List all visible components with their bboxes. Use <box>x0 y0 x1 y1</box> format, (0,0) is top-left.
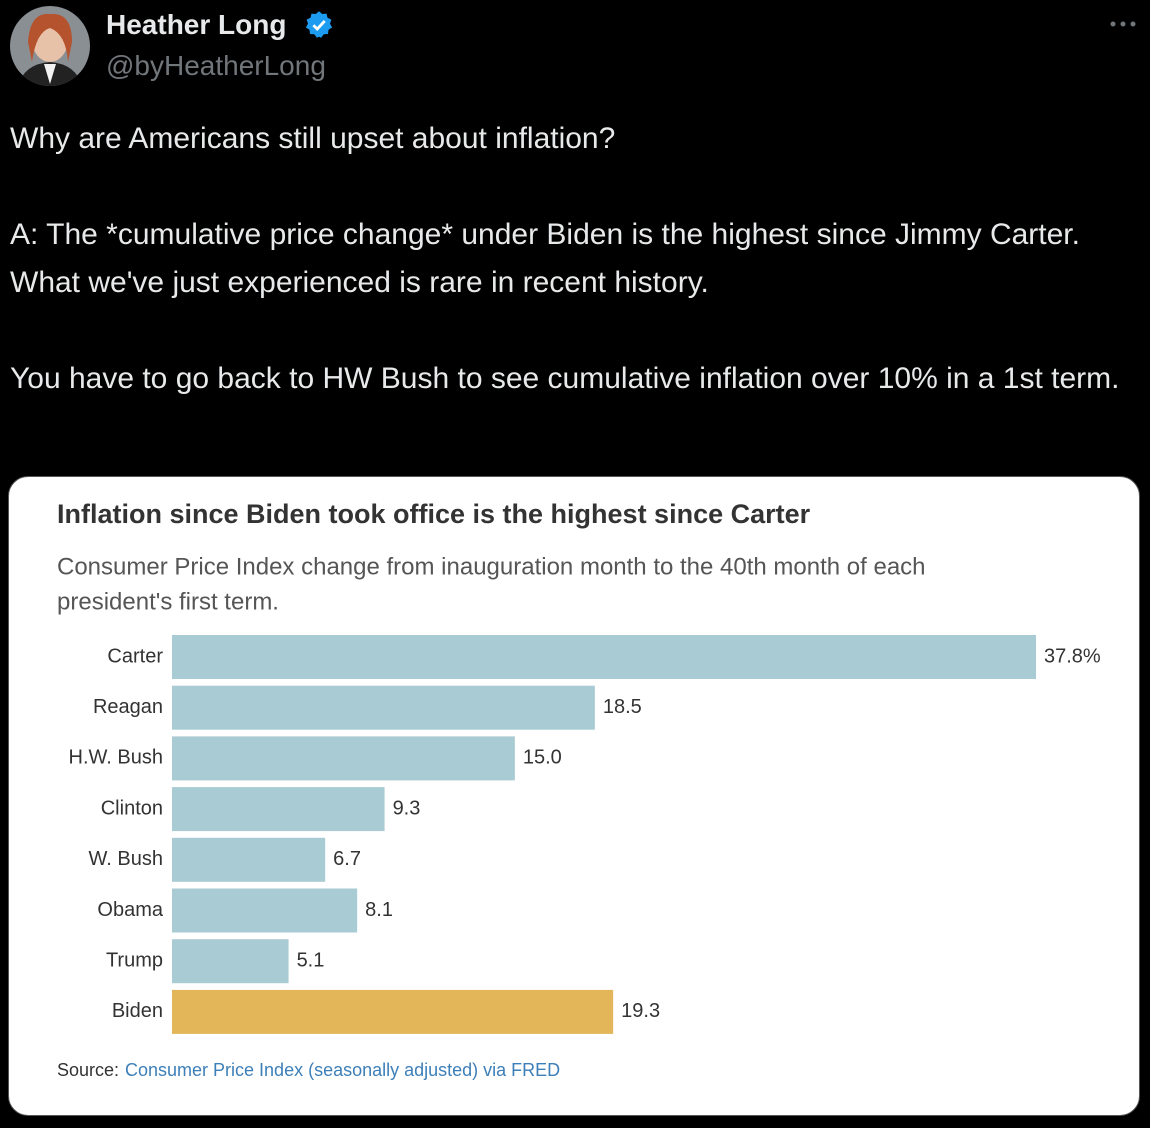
avatar[interactable] <box>10 6 90 86</box>
bar <box>172 685 595 730</box>
y-tick-label: Obama <box>97 899 163 921</box>
bar <box>172 635 1036 679</box>
chart-subtitle: president's first term. <box>57 588 279 615</box>
y-tick-label: W. Bush <box>89 848 163 870</box>
value-label: 6.7 <box>333 848 361 870</box>
tweet-paragraph: Why are Americans still upset about infl… <box>10 122 616 155</box>
chart: Inflation since Biden took office is the… <box>57 499 1101 1080</box>
author-handle[interactable]: @byHeatherLong <box>106 50 326 81</box>
tweet-paragraph: You have to go back to HW Bush to see cu… <box>10 362 1120 395</box>
value-label: 19.3 <box>621 1000 660 1022</box>
y-tick-label: Biden <box>112 1000 163 1022</box>
bar <box>172 787 385 832</box>
tweet-paragraph: A: The *cumulative price change* under B… <box>10 218 1080 299</box>
tweet-text: Why are Americans still upset about infl… <box>10 115 1145 451</box>
chart-title: Inflation since Biden took office is the… <box>57 499 811 529</box>
chart-card[interactable]: Inflation since Biden took office is the… <box>8 476 1140 1116</box>
more-menu[interactable] <box>1108 14 1138 34</box>
verified-badge <box>305 11 333 38</box>
value-label: 9.3 <box>393 797 421 819</box>
author-name[interactable]: Heather Long <box>106 9 287 40</box>
y-tick-label: Carter <box>107 645 163 667</box>
bar <box>172 888 358 933</box>
y-tick-label: Reagan <box>93 696 163 718</box>
value-label: 18.5 <box>603 696 642 718</box>
value-label: 15.0 <box>523 747 562 769</box>
value-label: 8.1 <box>365 899 393 921</box>
value-label: 37.8% <box>1044 645 1101 667</box>
bar <box>172 989 614 1034</box>
chart-subtitle: Consumer Price Index change from inaugur… <box>57 553 926 580</box>
bar <box>172 939 289 984</box>
y-tick-label: H.W. Bush <box>69 747 163 769</box>
bar <box>172 736 515 781</box>
source-link[interactable]: Consumer Price Index (seasonally adjuste… <box>125 1060 560 1080</box>
value-label: 5.1 <box>297 949 325 971</box>
source-label: Source: <box>57 1060 119 1080</box>
y-tick-label: Trump <box>106 949 163 971</box>
bar <box>172 837 326 882</box>
y-tick-label: Clinton <box>101 797 163 819</box>
